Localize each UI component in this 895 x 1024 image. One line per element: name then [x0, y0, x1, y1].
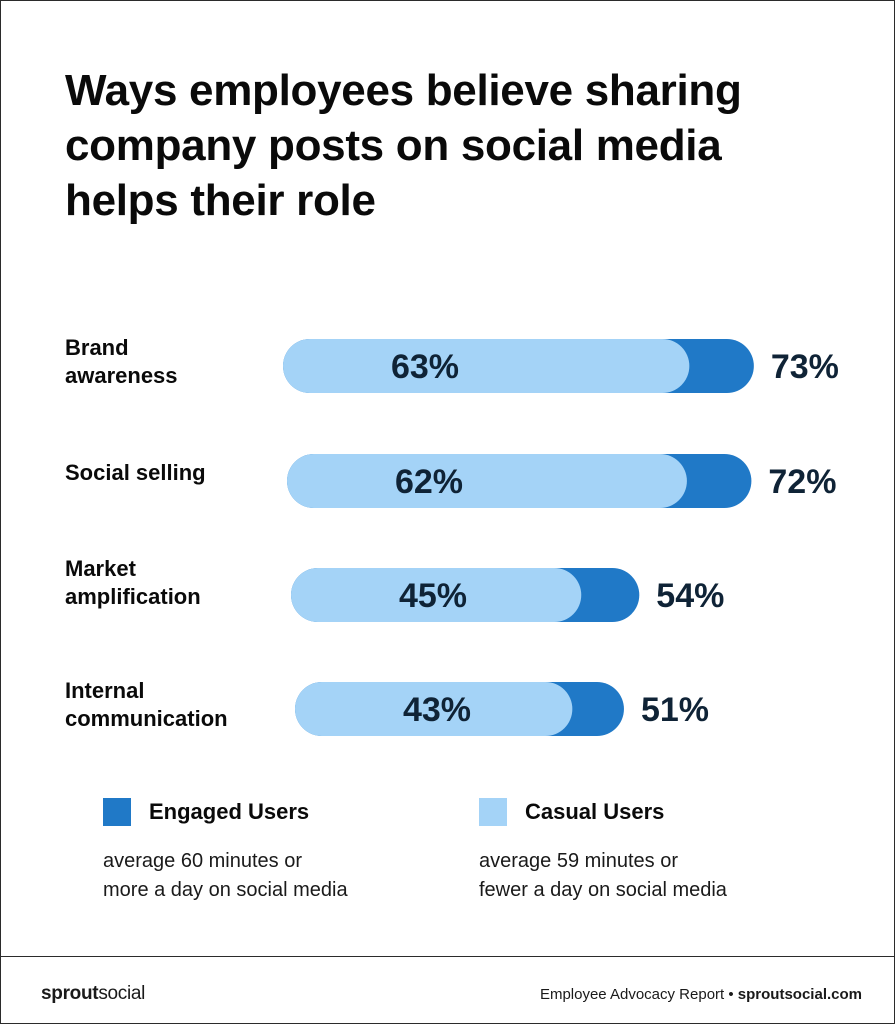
bar-casual-brand-awareness — [283, 339, 690, 393]
legend-label-casual: Casual Users — [525, 799, 665, 824]
row-label-line: Market — [65, 556, 136, 581]
value-label-casual-internal-communication: 43% — [403, 691, 471, 729]
value-label-casual-market-amplification: 45% — [399, 577, 467, 615]
row-label-internal-communication: Internal communication — [65, 677, 228, 733]
logo-light: social — [98, 983, 146, 1004]
value-label-casual-brand-awareness: 63% — [391, 348, 459, 386]
bar-group-social-selling: 62% 72% — [287, 454, 836, 508]
legend-desc-line: more a day on social media — [103, 879, 348, 901]
row-label-market-amplification: Market amplification — [65, 555, 201, 611]
row-label-line: amplification — [65, 584, 201, 609]
row-label-line: awareness — [65, 363, 178, 388]
bar-group-market-amplification: 45% 54% — [291, 568, 724, 622]
footer-divider — [1, 956, 894, 957]
bar-group-internal-communication: 43% 51% — [295, 682, 709, 736]
row-label-line: Social selling — [65, 460, 206, 485]
legend-swatch-casual — [479, 798, 507, 826]
bar-group-brand-awareness: 63% 73% — [283, 339, 839, 393]
logo-bold: sprout — [41, 983, 99, 1004]
value-label-engaged-internal-communication: 51% — [641, 691, 709, 729]
footer-site: sproutsocial.com — [737, 986, 862, 1003]
sprout-social-logo: sproutsocial — [41, 983, 145, 1005]
legend-desc-line: average 60 minutes or — [103, 850, 303, 872]
bar-casual-social-selling — [287, 454, 687, 508]
row-label-line: Internal — [65, 678, 145, 703]
value-label-engaged-social-selling: 72% — [768, 463, 836, 501]
bar-casual-internal-communication — [295, 682, 573, 736]
value-label-engaged-market-amplification: 54% — [656, 577, 724, 615]
row-label-line: communication — [65, 706, 228, 731]
legend-desc-casual: average 59 minutes or fewer a day on soc… — [479, 847, 727, 905]
legend-swatch-engaged — [103, 798, 131, 826]
bar-chart: 63% 73% 62% 72% 45% 54% 43% 51% — [283, 339, 839, 736]
legend-desc-line: fewer a day on social media — [479, 879, 727, 901]
legend-label-engaged: Engaged Users — [149, 799, 310, 824]
footer-separator: • — [724, 986, 738, 1003]
row-label-social-selling: Social selling — [65, 459, 206, 487]
value-label-engaged-brand-awareness: 73% — [771, 348, 839, 386]
chart-title: Ways employees believe sharing company p… — [65, 66, 742, 225]
footer-report: Employee Advocacy Report — [539, 986, 725, 1003]
row-label-brand-awareness: Brand awareness — [65, 334, 178, 390]
legend-desc-line: average 59 minutes or — [479, 850, 679, 872]
footer-credit: Employee Advocacy Report • sproutsocial.… — [540, 985, 862, 1005]
bar-casual-market-amplification — [291, 568, 582, 622]
legend-desc-engaged: average 60 minutes or more a day on soci… — [103, 847, 348, 905]
value-label-casual-social-selling: 62% — [395, 463, 463, 501]
row-label-line: Brand — [65, 335, 129, 360]
